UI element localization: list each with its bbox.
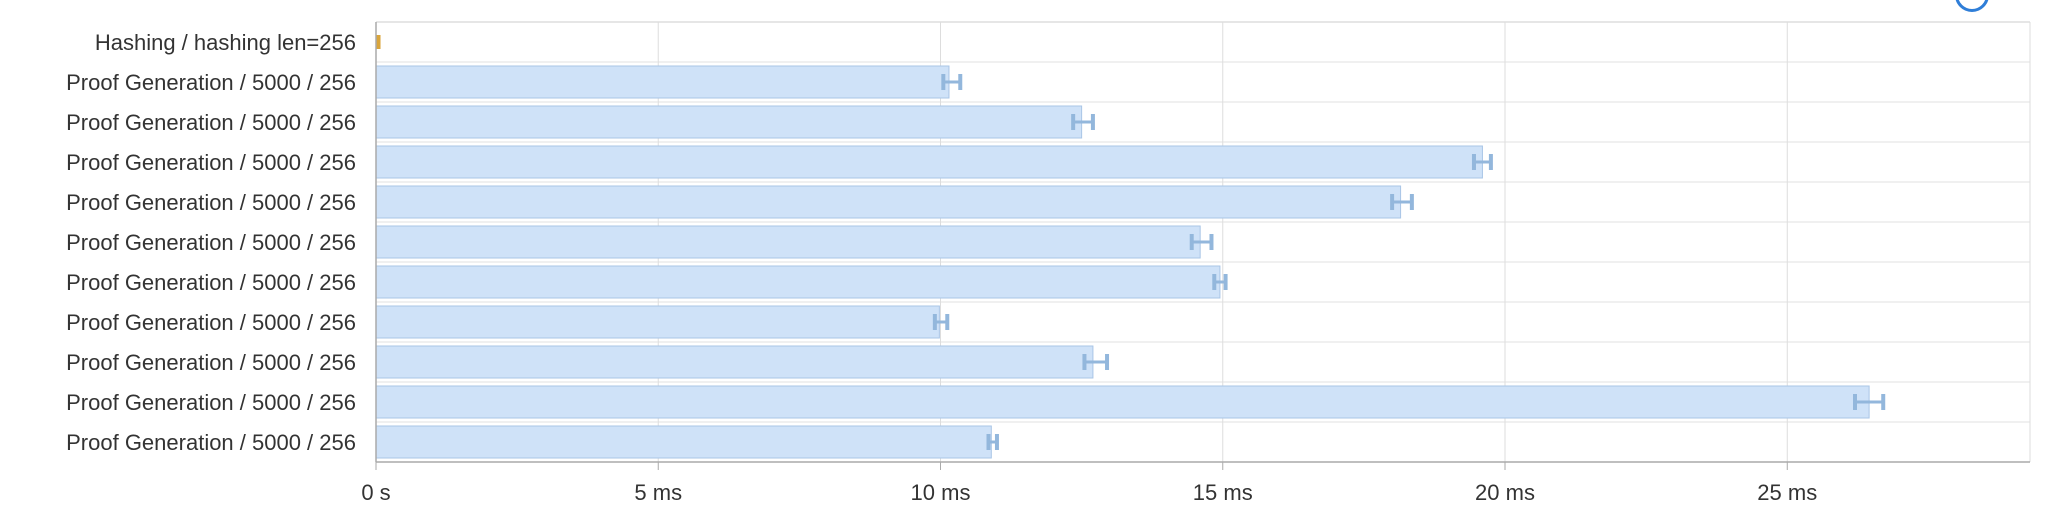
bar <box>375 145 1483 179</box>
x-tick-label: 5 ms <box>634 480 682 505</box>
category-label: Proof Generation / 5000 / 256 <box>66 110 356 135</box>
category-label: Proof Generation / 5000 / 256 <box>66 270 356 295</box>
error-bar <box>986 434 999 450</box>
error-bar <box>1212 274 1228 290</box>
bar <box>375 425 992 459</box>
bar <box>375 185 1402 219</box>
category-label: Proof Generation / 5000 / 256 <box>66 350 356 375</box>
bar <box>375 345 1094 379</box>
category-label: Proof Generation / 5000 / 256 <box>66 310 356 335</box>
bar <box>375 65 950 99</box>
category-label: Proof Generation / 5000 / 256 <box>66 230 356 255</box>
category-label: Proof Generation / 5000 / 256 <box>66 390 356 415</box>
bar <box>375 265 1221 299</box>
bar <box>375 225 1201 259</box>
x-tick-label: 15 ms <box>1193 480 1253 505</box>
error-bar <box>1390 194 1414 210</box>
error-bar <box>941 74 963 90</box>
error-bar <box>932 314 950 330</box>
bar <box>375 305 940 339</box>
bar <box>376 35 381 49</box>
category-label: Proof Generation / 5000 / 256 <box>66 70 356 95</box>
category-label: Proof Generation / 5000 / 256 <box>66 190 356 215</box>
x-tick-label: 0 s <box>361 480 390 505</box>
error-bar <box>1189 234 1214 250</box>
x-tick-label: 25 ms <box>1757 480 1817 505</box>
bar <box>375 385 1870 419</box>
error-bar <box>1853 394 1886 410</box>
error-bar <box>1082 354 1110 370</box>
error-bar <box>1071 114 1095 130</box>
category-label: Hashing / hashing len=256 <box>95 30 356 55</box>
error-bar <box>1471 154 1493 170</box>
bar <box>375 105 1083 139</box>
category-label: Proof Generation / 5000 / 256 <box>66 430 356 455</box>
x-tick-label: 20 ms <box>1475 480 1535 505</box>
x-tick-label: 10 ms <box>911 480 971 505</box>
category-label: Proof Generation / 5000 / 256 <box>66 150 356 175</box>
